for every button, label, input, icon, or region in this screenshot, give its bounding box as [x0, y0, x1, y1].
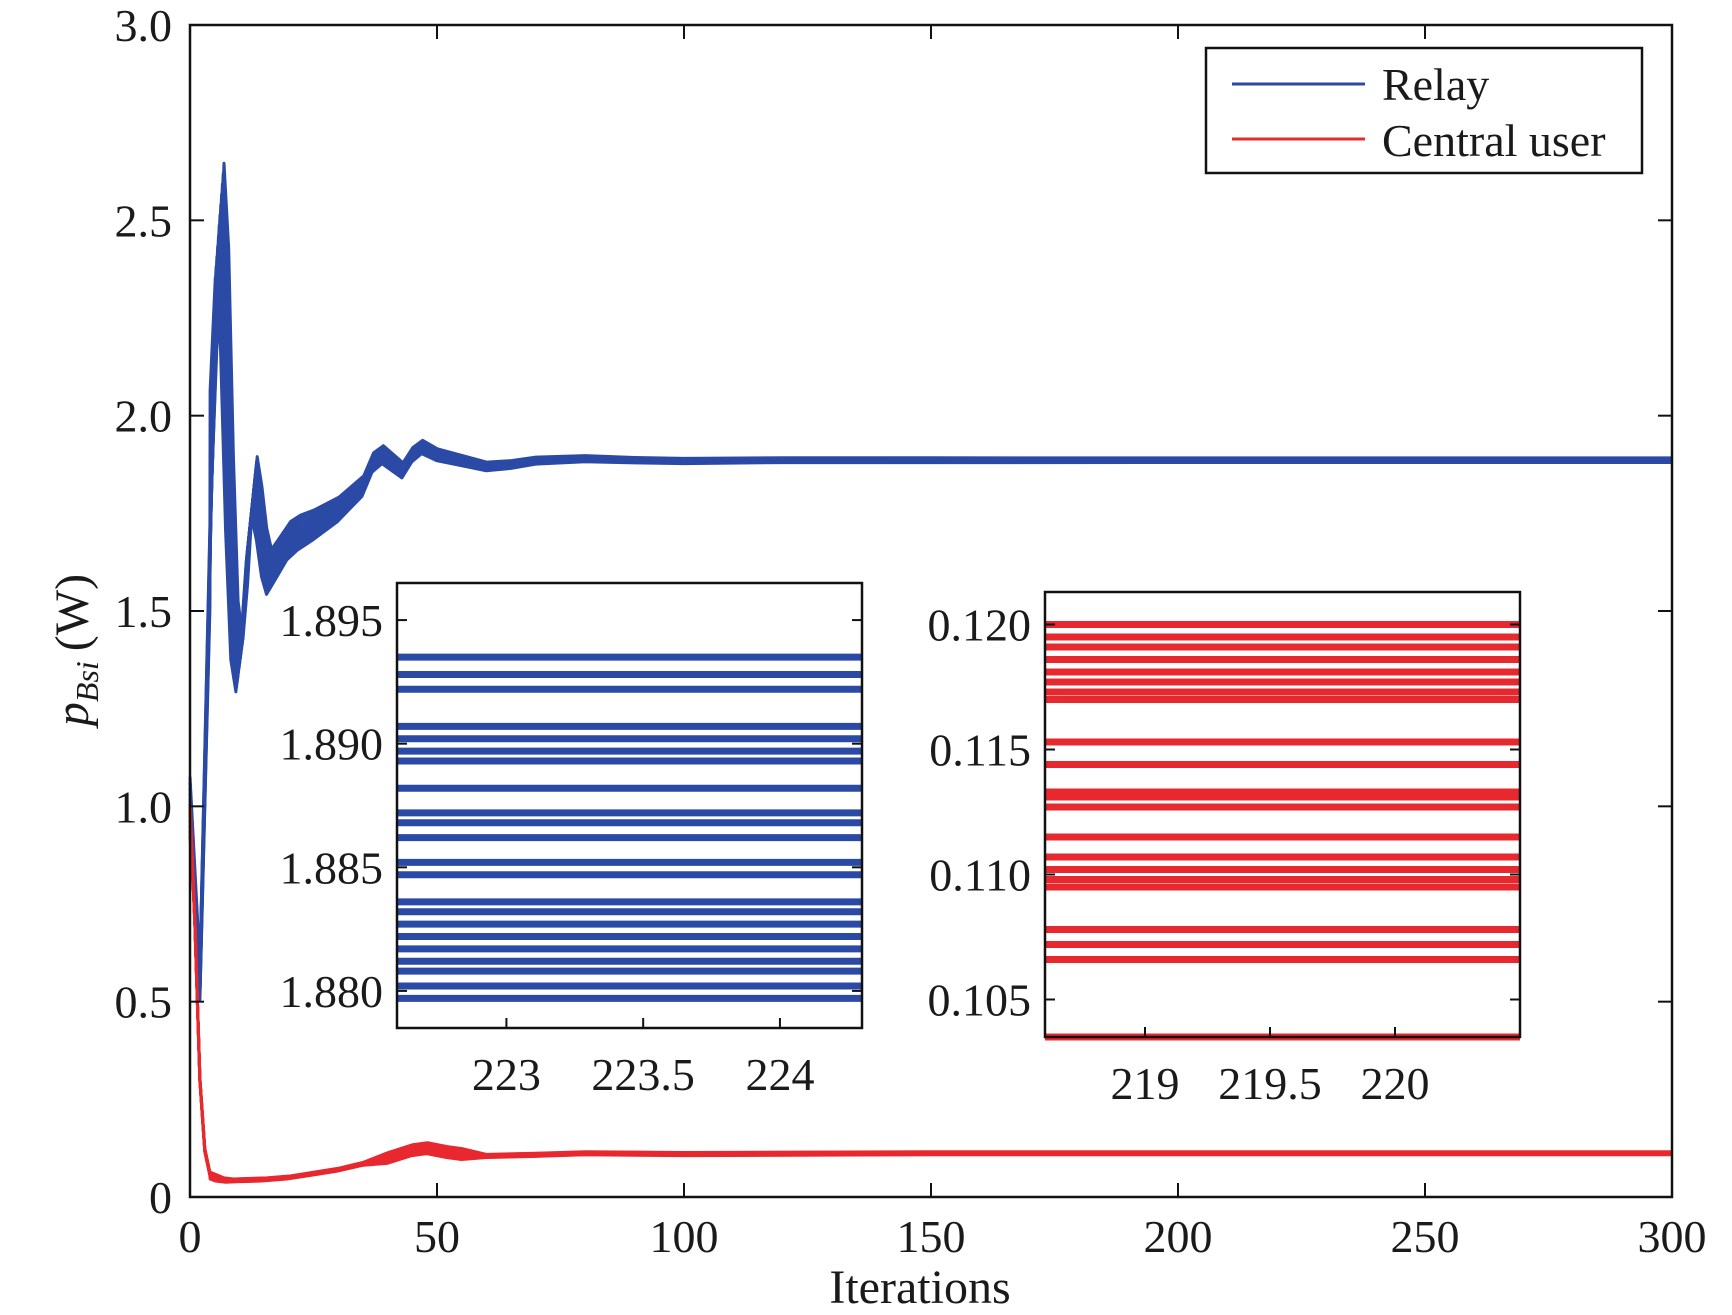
y-tick-label: 1.0 [115, 781, 173, 832]
inset-relay-x-tick-label: 223.5 [591, 1049, 695, 1100]
legend: Relay Central user [1204, 46, 1644, 175]
x-tick-label: 100 [650, 1211, 719, 1262]
series-line-relay-11 [188, 161, 1672, 967]
inset-relay-x-tick-label: 224 [745, 1049, 814, 1100]
inset-central-user-x-tick-label: 220 [1361, 1058, 1430, 1109]
inset-central-user-y-tick-label: 0.120 [928, 600, 1032, 651]
inset-relay-y-tick-label: 1.895 [280, 595, 384, 646]
y-axis-label-unit: (W) [46, 574, 99, 651]
main-plot-axes: 0 50 100 150 200 250 300 0 0.5 1.0 1.5 2.0 2.5 3.0 [115, 0, 1707, 1262]
x-tick-label: 50 [414, 1211, 460, 1262]
series-line-central-user-11 [188, 804, 1672, 1181]
y-tick-label: 2.5 [115, 195, 173, 246]
inset-central-user-y-tick-label: 0.110 [929, 850, 1031, 901]
y-axis-label-subscript: Bsi [69, 661, 105, 702]
inset-central-user-y-tick-label: 0.115 [929, 725, 1031, 776]
svg-text:pBsi(W): pBsi (W) [46, 574, 105, 729]
inset-central-user-x-tick-label: 219.5 [1218, 1058, 1322, 1109]
y-axis-label: pBsi (W) [46, 574, 105, 729]
y-tick-label: 0 [149, 1172, 172, 1223]
x-axis-label: Iterations [829, 1261, 1010, 1314]
x-tick-label: 200 [1144, 1211, 1213, 1262]
x-tick-label: 0 [179, 1211, 202, 1262]
inset-relay-frame [395, 581, 864, 1030]
inset-relay-zoom: 223 223.5 224 1.880 1.885 1.890 1.895 [280, 581, 864, 1100]
legend-label-relay: Relay [1382, 59, 1489, 110]
inset-central-user-y-tick-label: 0.105 [928, 975, 1032, 1026]
y-tick-label: 1.5 [115, 586, 173, 637]
inset-central-user-x-tick-label: 219 [1111, 1058, 1180, 1109]
x-tick-label: 250 [1391, 1211, 1460, 1262]
x-tick-label: 150 [897, 1211, 966, 1262]
inset-relay-x-tick-label: 223 [472, 1049, 541, 1100]
y-tick-label: 0.5 [115, 977, 173, 1028]
y-tick-label: 2.0 [115, 391, 173, 442]
x-tick-label: 300 [1638, 1211, 1707, 1262]
y-axis-label-symbol: p [46, 702, 99, 729]
main-plot-lines [188, 161, 1672, 1184]
legend-label-central-user: Central user [1382, 115, 1606, 166]
y-tick-label: 3.0 [115, 0, 173, 51]
inset-relay-y-tick-label: 1.885 [280, 842, 384, 893]
inset-central-user-frame [1043, 590, 1522, 1039]
inset-relay-y-tick-label: 1.890 [280, 719, 384, 770]
inset-relay-y-tick-label: 1.880 [280, 966, 384, 1017]
legend-box [1204, 46, 1644, 175]
inset-central-user-zoom: 219 219.5 220 0.105 0.110 0.115 0.120 [928, 590, 1522, 1109]
